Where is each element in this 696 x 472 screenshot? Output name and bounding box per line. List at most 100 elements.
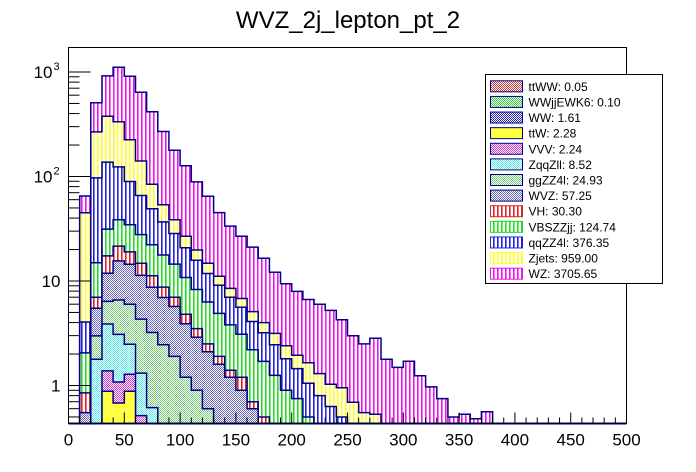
bar-ttW bbox=[101, 391, 114, 424]
histogram-bars bbox=[68, 66, 627, 425]
legend-swatch bbox=[490, 174, 523, 186]
legend-label: ggZZ4l: 24.93 bbox=[529, 174, 603, 188]
legend-item-qqZZ4l: qqZZ4l: 376.35 bbox=[490, 236, 610, 250]
x-tick-label: 0 bbox=[64, 431, 73, 450]
legend-swatch bbox=[490, 80, 523, 93]
legend-label: WWjjEWK6: 0.10 bbox=[529, 95, 621, 109]
bar-VH bbox=[79, 392, 91, 424]
bar-WZ bbox=[436, 398, 448, 424]
bar-ggZZ4l bbox=[168, 356, 181, 424]
legend-label: WW: 1.61 bbox=[529, 111, 582, 125]
bar-VBSZZjj bbox=[291, 398, 303, 424]
bar-WVZ bbox=[180, 323, 192, 424]
legend-item-ttW: ttW: 2.28 bbox=[490, 127, 577, 141]
x-tick-label: 500 bbox=[612, 431, 640, 450]
bar-qqZZ4l bbox=[336, 416, 348, 424]
bar-ggZZ4l bbox=[146, 332, 158, 424]
bar-Zjets bbox=[369, 414, 381, 424]
x-axis: 0 50 100 150 200 250 300 350 400 450 500 bbox=[64, 412, 641, 450]
legend-label: WZ: 3705.65 bbox=[529, 267, 598, 281]
bar-WZ bbox=[425, 386, 437, 424]
x-tick-label: 250 bbox=[333, 431, 361, 450]
legend-label: VVV: 2.24 bbox=[529, 142, 583, 156]
y-tick-label: 1 bbox=[51, 377, 60, 396]
bar-VVV bbox=[135, 415, 147, 424]
bar-ZqqZll bbox=[113, 334, 125, 424]
legend-label: ttWW: 0.05 bbox=[529, 80, 588, 94]
bar-VBSZZjj bbox=[269, 375, 281, 424]
bar-WZ bbox=[481, 411, 493, 424]
legend-item-Zjets: Zjets: 959.00 bbox=[490, 252, 599, 266]
legend-swatch bbox=[490, 236, 523, 249]
legend-item-ggZZ4l: ggZZ4l: 24.93 bbox=[490, 174, 603, 188]
legend-label: qqZZ4l: 376.35 bbox=[529, 236, 610, 250]
bar-Zjets bbox=[358, 412, 370, 424]
bar-WVZ bbox=[202, 351, 214, 424]
legend-label: VBSZZjj: 124.74 bbox=[529, 220, 617, 234]
bar-WZ bbox=[447, 416, 460, 424]
bar-WZ bbox=[403, 361, 415, 424]
legend-swatch bbox=[490, 127, 523, 140]
legend-item-WVZ: WVZ: 57.25 bbox=[490, 189, 593, 203]
bar-VBSZZjj bbox=[280, 390, 292, 424]
legend-item-WWjjEWK6: WWjjEWK6: 0.10 bbox=[490, 95, 621, 109]
legend-swatch bbox=[490, 252, 523, 265]
legend-swatch bbox=[490, 189, 523, 202]
legend-item-WZ: WZ: 3705.65 bbox=[490, 267, 598, 281]
bar-Zjets bbox=[79, 212, 91, 424]
legend-swatch bbox=[490, 267, 523, 280]
x-tick-label: 350 bbox=[445, 431, 473, 450]
bar-WZ bbox=[392, 367, 404, 424]
bar-ttW bbox=[124, 391, 136, 424]
y-tick-label: 10 bbox=[34, 63, 53, 82]
chart-title: WVZ_2j_lepton_pt_2 bbox=[236, 7, 460, 34]
outline-WZ bbox=[68, 66, 627, 425]
bar-WVZ bbox=[213, 364, 225, 424]
x-tick-label: 50 bbox=[115, 431, 134, 450]
bar-WZ bbox=[314, 304, 326, 424]
x-tick-label: 450 bbox=[557, 431, 585, 450]
x-tick-label: 400 bbox=[501, 431, 529, 450]
bar-ggZZ4l bbox=[202, 408, 214, 424]
legend-item-VVV: VVV: 2.24 bbox=[490, 142, 583, 156]
bar-WZ bbox=[358, 343, 370, 424]
bar-WZ bbox=[347, 335, 359, 424]
bar-qqZZ4l bbox=[291, 368, 303, 424]
bar-ggZZ4l bbox=[157, 344, 169, 424]
bar-qqZZ4l bbox=[325, 406, 337, 424]
bar-Zjets bbox=[325, 384, 337, 424]
legend-item-VH: VH: 30.30 bbox=[490, 205, 582, 219]
bar-WZ bbox=[336, 319, 348, 424]
legend-swatch bbox=[490, 158, 523, 171]
x-tick-label: 150 bbox=[222, 431, 250, 450]
legend-swatch bbox=[490, 111, 523, 124]
bar-WZ bbox=[380, 359, 393, 424]
legend-swatch bbox=[490, 142, 523, 155]
legend-label: ZqqZll: 8.52 bbox=[529, 158, 593, 172]
bar-WVZ bbox=[191, 337, 203, 424]
bar-Zjets bbox=[336, 387, 348, 424]
x-tick-label: 200 bbox=[278, 431, 306, 450]
legend-swatch bbox=[490, 220, 523, 233]
bar-WZ bbox=[325, 310, 337, 424]
legend-item-VBSZZjj: VBSZZjj: 124.74 bbox=[490, 220, 617, 234]
legend-label: Zjets: 959.00 bbox=[529, 252, 599, 266]
x-tick-label: 100 bbox=[166, 431, 194, 450]
bar-WVZ bbox=[235, 390, 248, 424]
legend-item-ZqqZll: ZqqZll: 8.52 bbox=[490, 158, 593, 172]
y-tick-exponent: 3 bbox=[54, 61, 60, 73]
bar-VBSZZjj bbox=[302, 416, 315, 424]
legend-label: WVZ: 57.25 bbox=[529, 189, 593, 203]
bar-ggZZ4l bbox=[135, 319, 147, 424]
bar-WZ bbox=[459, 414, 471, 424]
legend-swatch bbox=[490, 95, 523, 108]
legend-item-ttWW: ttWW: 0.05 bbox=[490, 80, 588, 94]
bar-qqZZ4l bbox=[302, 383, 315, 424]
bar-ttW bbox=[113, 403, 125, 424]
bar-WZ bbox=[414, 375, 426, 424]
bar-VH bbox=[258, 416, 270, 424]
bar-VBSZZjj bbox=[247, 349, 259, 424]
